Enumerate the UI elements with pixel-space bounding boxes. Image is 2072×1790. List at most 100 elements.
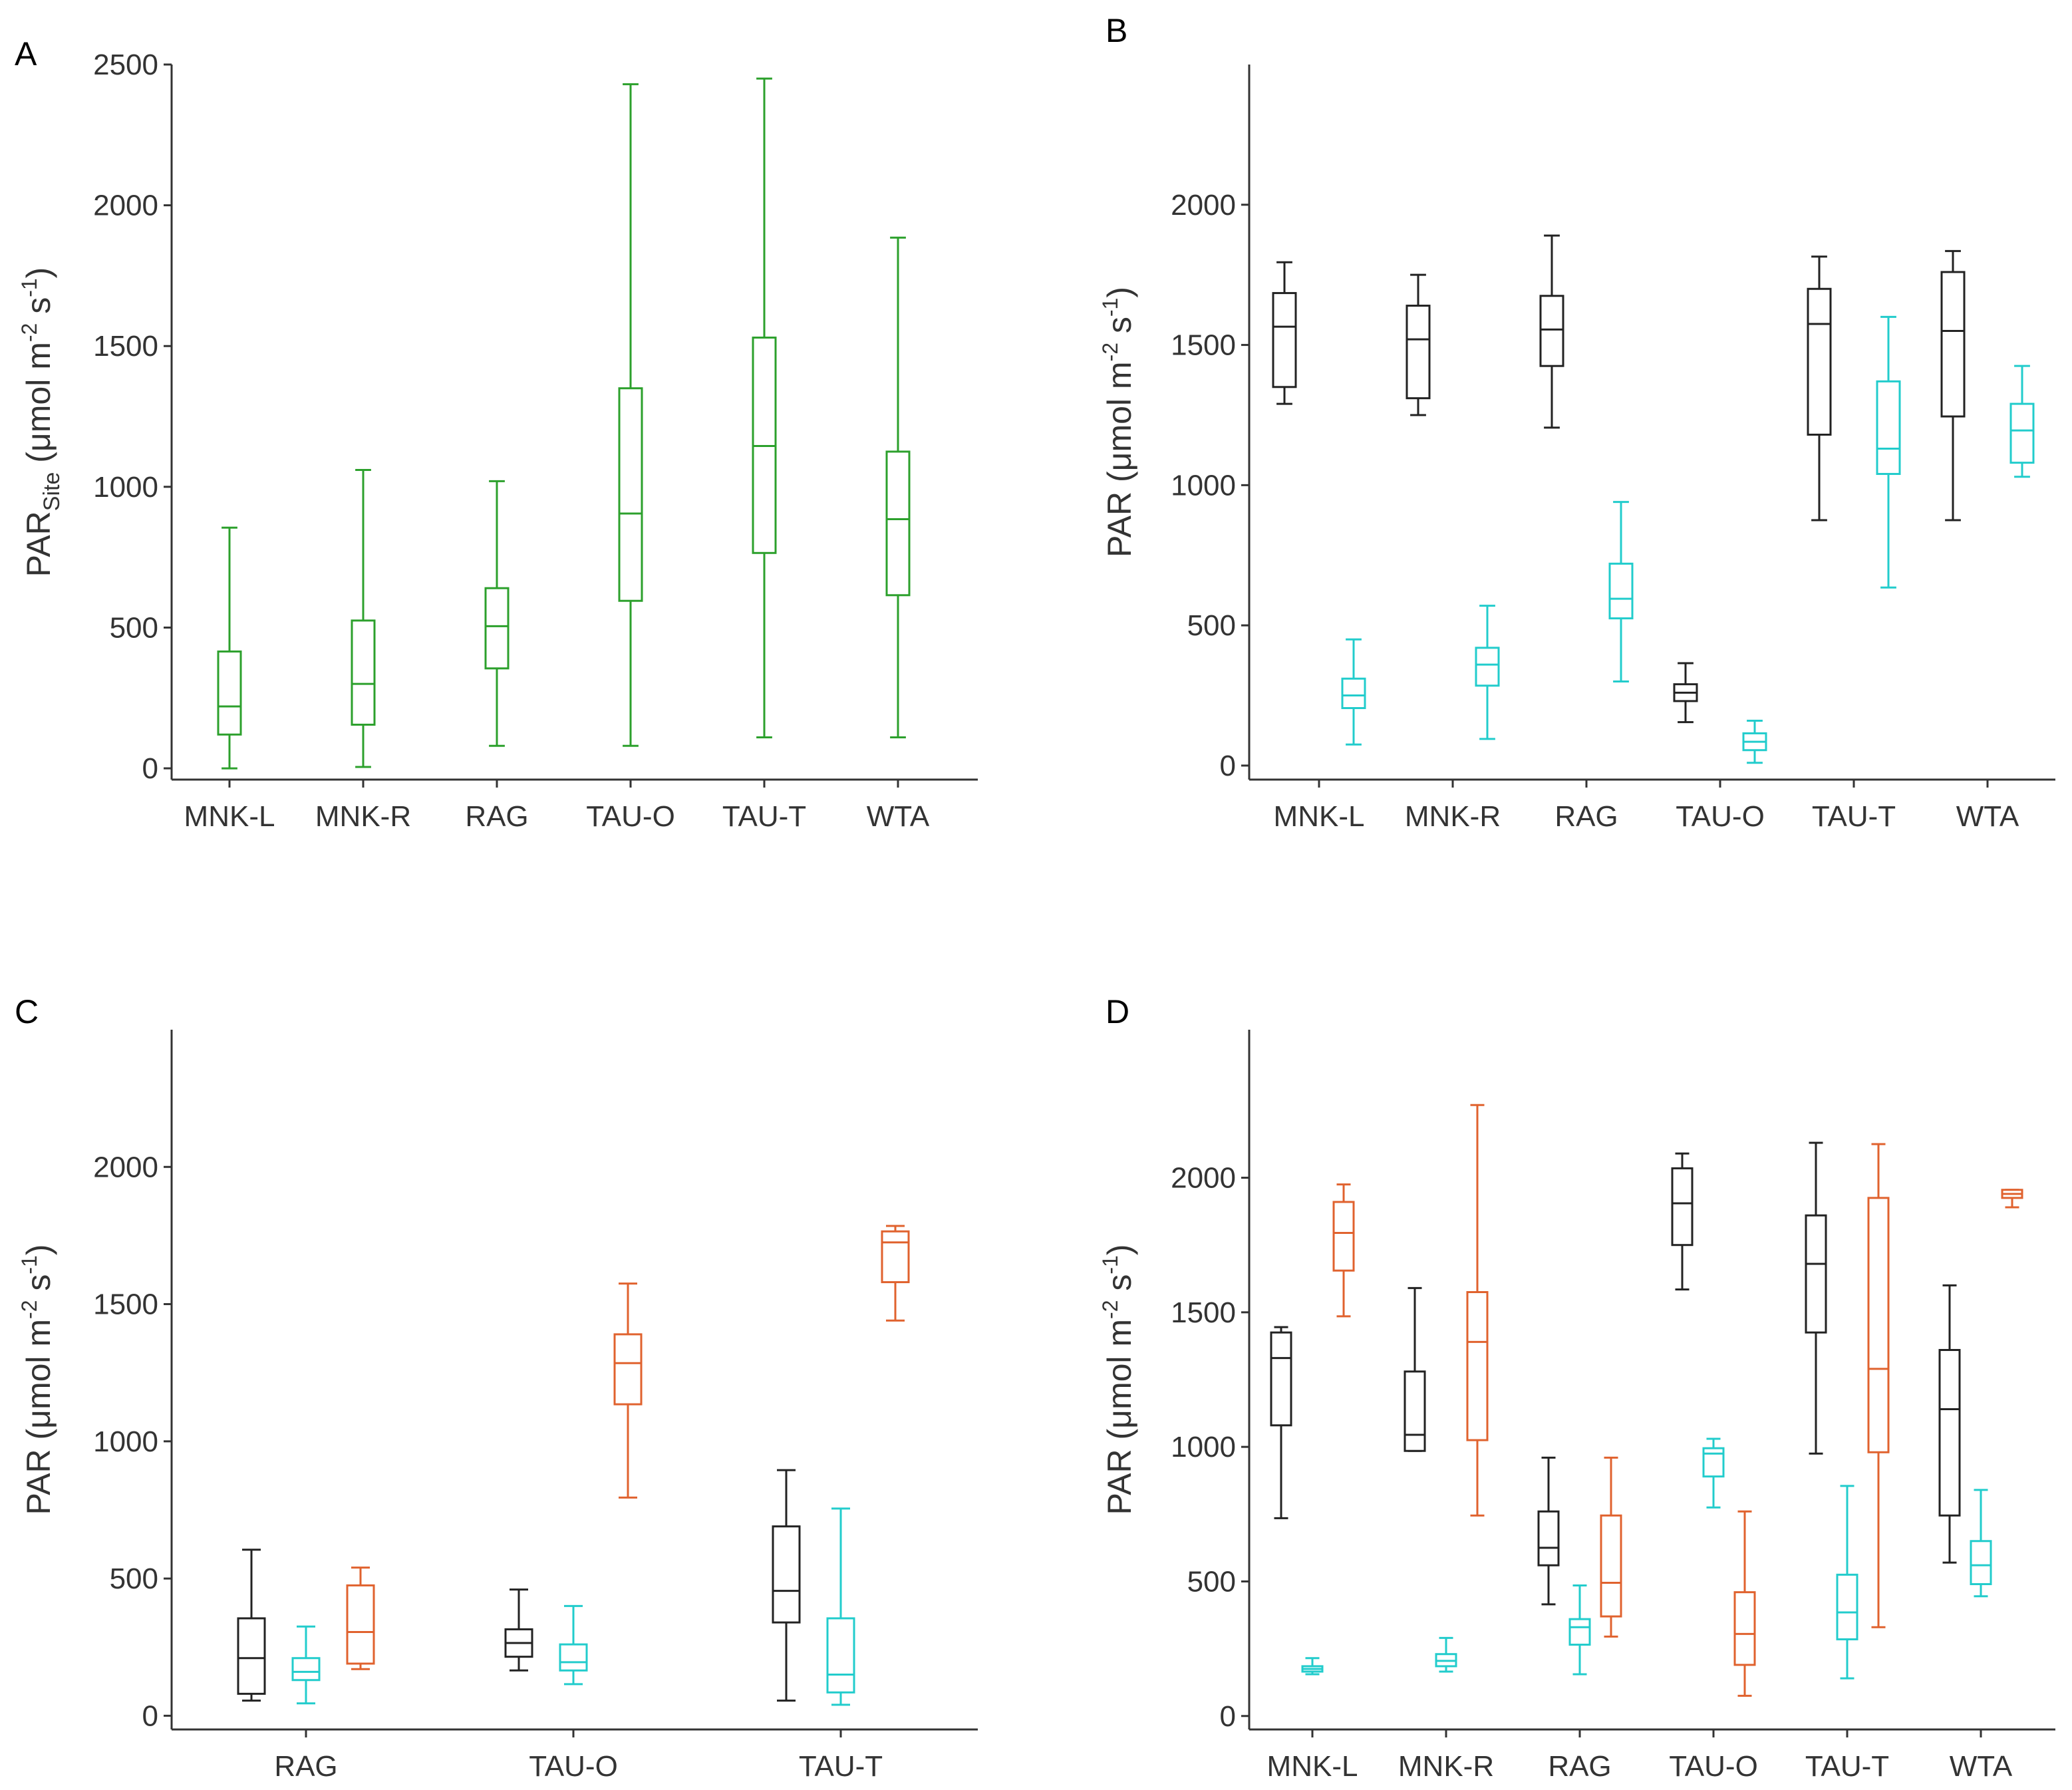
x-tick-label: MNK-R <box>315 800 411 833</box>
box-black-wta <box>1938 1284 1961 1564</box>
y-tick-label: 0 <box>142 1700 158 1732</box>
box-black-tau-o <box>1673 662 1698 724</box>
box-body <box>1568 1618 1591 1646</box>
box-black-tau-t <box>1805 1141 1827 1455</box>
x-tick-label: MNK-L <box>1267 1750 1358 1783</box>
box-orange-mnk-r <box>1466 1104 1489 1517</box>
box-black-tau-t <box>772 1469 801 1702</box>
x-tick-label: TAU-O <box>529 1750 618 1783</box>
box-green-mnk-l <box>217 526 242 770</box>
y-tick-label: 0 <box>1220 750 1236 782</box>
y-axis-title-sup2: -1 <box>1098 1255 1122 1274</box>
y-tick-label: 1000 <box>1171 1431 1236 1463</box>
chart-a: 0 500 1000 1500 2000 2500 MNK-L MNK-R RAG TAU-O TA… <box>17 49 978 833</box>
box-body <box>881 1230 910 1284</box>
x-tick-label: RAG <box>465 800 528 833</box>
box-body <box>772 1525 801 1624</box>
x-tick-label: TAU-T <box>722 800 806 833</box>
box-body <box>346 1584 375 1665</box>
panel-letter-a: A <box>15 35 37 73</box>
x-tick-label: WTA <box>867 800 930 833</box>
y-tick-label: 2000 <box>93 1151 158 1183</box>
y-tick-label: 1500 <box>93 1288 158 1321</box>
box-body <box>1537 1510 1560 1566</box>
box-body <box>1940 271 1966 418</box>
y-axis-title-rest: (μmol m <box>20 342 57 472</box>
y-axis-title-rest: (μmol m <box>1101 1319 1138 1449</box>
x-tick-label: MNK-L <box>1274 800 1365 833</box>
box-black-rag <box>1537 1456 1560 1606</box>
box-body <box>1807 287 1832 436</box>
box-cyan-tau-o <box>559 1604 588 1686</box>
x-tick-label: WTA <box>1956 800 2019 833</box>
x-tick-label: TAU-T <box>1812 800 1896 833</box>
y-axis-title-mid: s <box>1101 317 1138 343</box>
box-body <box>1970 1540 1992 1586</box>
y-axis-title-sup2: -1 <box>17 1255 41 1274</box>
y-axis-title-main: PAR <box>1101 492 1138 557</box>
y-axis-title-main: PAR <box>20 1449 57 1515</box>
box-black-rag <box>1539 234 1564 429</box>
box-body <box>1608 562 1634 620</box>
y-tick-label: 500 <box>110 1563 158 1595</box>
box-body <box>1867 1197 1890 1453</box>
y-tick-label: 0 <box>1220 1700 1236 1733</box>
box-black-tau-t <box>1807 255 1832 522</box>
x-tick-label: TAU-T <box>1805 1750 1889 1783</box>
box-cyan-tau-o <box>1702 1437 1725 1509</box>
y-axis-title-end: ) <box>20 267 57 279</box>
x-tick-label: WTA <box>1950 1750 2013 1783</box>
box-orange-tau-o <box>1733 1510 1756 1697</box>
y-axis-title-sub: Site <box>39 472 65 512</box>
box-body <box>885 450 911 597</box>
box-body <box>217 650 242 736</box>
y-tick-label: 1500 <box>1171 1296 1236 1329</box>
box-orange-rag <box>1600 1456 1622 1638</box>
box-body <box>1270 1331 1292 1427</box>
box-body <box>1332 1201 1355 1272</box>
panel-letter-b: B <box>1106 12 1127 49</box>
box-body <box>484 587 510 670</box>
panel-c: C <box>15 993 39 1030</box>
y-axis-title-main: PAR <box>1101 1449 1138 1515</box>
box-orange-tau-o <box>613 1282 643 1499</box>
box-green-tau-o <box>618 83 643 747</box>
chart-c: 0 500 1000 1500 2000 RAG TAU-O TAU-T PAR (μmol m… <box>17 1030 978 1783</box>
box-cyan-tau-o <box>1742 719 1767 764</box>
x-tick-label: TAU-O <box>1669 1750 1758 1783</box>
y-axis-title-rest: (μmol m <box>20 1319 57 1449</box>
box-black-mnk-r <box>1404 1286 1426 1452</box>
chart-b: 0 500 1000 1500 2000 MNK-L MNK-R RAG TAU-O TAU-T W… <box>1098 65 2055 833</box>
box-body <box>2009 402 2035 464</box>
box-cyan-tau-t <box>826 1507 855 1706</box>
box-body <box>1341 677 1366 709</box>
y-axis-title: PAR (μmol m-2 s-1) <box>1098 1244 1138 1515</box>
box-body <box>1805 1214 1827 1334</box>
box-black-mnk-l <box>1270 1326 1292 1519</box>
box-body <box>1702 1447 1725 1478</box>
y-axis-title-sup1: -2 <box>1098 343 1122 361</box>
box-cyan-tau-t <box>1876 315 1901 589</box>
y-tick-label: 500 <box>1187 609 1236 642</box>
x-tick-label: RAG <box>1548 1750 1611 1783</box>
box-body <box>351 619 376 726</box>
x-tick-label: TAU-T <box>799 1750 883 1783</box>
box-body <box>1938 1348 1961 1517</box>
box-body <box>559 1643 588 1672</box>
box-body <box>1272 292 1297 388</box>
y-tick-label: 500 <box>110 611 158 644</box>
y-axis-title-end: ) <box>1101 287 1138 298</box>
x-tick-label: MNK-R <box>1405 800 1501 833</box>
y-axis-title-sup2: -1 <box>1098 298 1122 317</box>
y-tick-label: 0 <box>142 752 158 785</box>
x-tick-label: RAG <box>274 1750 337 1783</box>
y-tick-label: 1500 <box>1171 329 1236 362</box>
y-axis-title-end: ) <box>1101 1244 1138 1255</box>
y-axis-title-sup2: -1 <box>17 278 41 297</box>
box-orange-rag <box>346 1566 375 1670</box>
box-body <box>1876 380 1901 475</box>
box-cyan-rag <box>1568 1584 1591 1676</box>
panel-letter-d: D <box>1106 993 1129 1030</box>
x-tick-label: MNK-L <box>184 800 275 833</box>
box-orange-tau-t <box>881 1225 910 1322</box>
